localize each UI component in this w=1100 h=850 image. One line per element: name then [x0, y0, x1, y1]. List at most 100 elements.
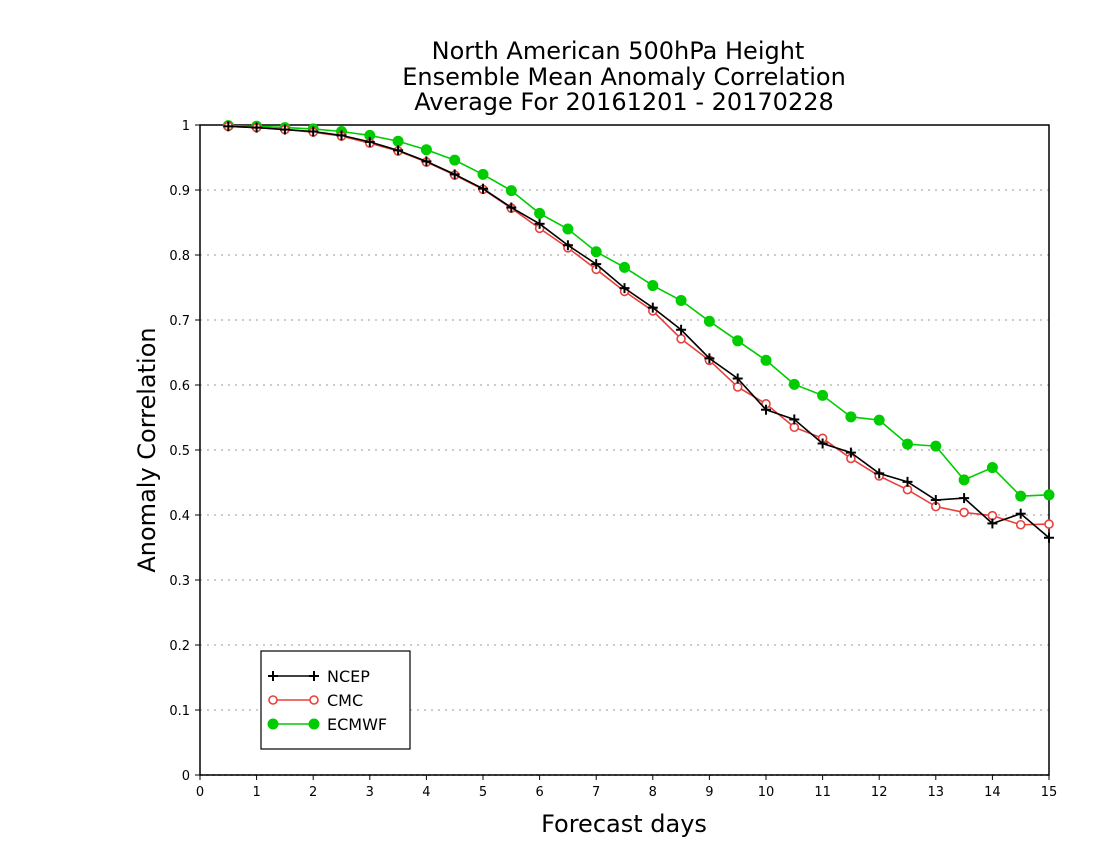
data-point-ecmwf	[477, 168, 489, 180]
data-point-ncep	[223, 121, 234, 132]
data-point-ecmwf	[675, 295, 687, 306]
y-tick-label: 0.2	[169, 639, 190, 654]
data-point-ncep	[279, 124, 290, 135]
series-line-cmc	[228, 125, 1050, 526]
data-point-ecmwf	[449, 154, 461, 166]
x-tick-label: 10	[758, 785, 775, 800]
data-point-cmc	[676, 334, 686, 344]
data-point-ncep	[845, 447, 856, 458]
data-point-ncep	[251, 122, 262, 133]
data-point-ncep	[449, 169, 460, 180]
y-tick-label: 0.7	[169, 314, 190, 329]
series-ncep	[223, 121, 1054, 543]
data-point-ecmwf	[788, 378, 800, 390]
legend-marker	[309, 671, 319, 681]
data-point-ecmwf	[902, 438, 913, 450]
data-point-ecmwf	[703, 315, 715, 327]
data-point-ncep	[619, 283, 630, 294]
x-tick-label: 7	[592, 785, 600, 800]
title-line-2: Ensemble Mean Anomaly Correlation	[402, 63, 846, 91]
legend-marker	[308, 718, 320, 730]
data-point-ecmwf	[817, 389, 829, 401]
legend-item-ecmwf: ECMWF	[267, 715, 387, 734]
x-tick-label: 3	[366, 785, 374, 800]
x-tick-label: 5	[479, 785, 487, 800]
data-point-ncep	[817, 438, 828, 449]
data-point-ncep	[562, 240, 573, 251]
data-point-ncep	[506, 202, 517, 213]
data-point-ecmwf	[845, 411, 857, 423]
y-tick-label: 0.1	[169, 704, 190, 719]
data-point-ncep	[704, 353, 715, 364]
x-tick-label: 11	[814, 785, 831, 800]
y-axis-label: Anomaly Correlation	[133, 327, 161, 572]
data-point-ecmwf	[760, 354, 772, 366]
legend-item-cmc: CMC	[268, 691, 363, 710]
data-point-ncep	[364, 136, 375, 147]
data-point-ecmwf	[732, 335, 744, 347]
data-point-ncep	[647, 302, 658, 313]
legend-marker	[267, 718, 279, 730]
x-tick-label: 2	[309, 785, 317, 800]
data-point-ncep	[930, 495, 941, 506]
y-tick-label: 0.4	[169, 509, 190, 524]
data-point-ecmwf	[619, 261, 630, 273]
data-point-cmc	[732, 382, 743, 392]
y-tick-label: 0.5	[169, 444, 190, 459]
legend-label: CMC	[327, 691, 363, 710]
y-tick-label: 1	[182, 119, 190, 134]
data-point-ecmwf	[590, 246, 602, 258]
series-line-ecmwf	[228, 124, 1050, 497]
data-point-ecmwf	[392, 135, 404, 147]
series-layer	[222, 120, 1055, 543]
data-point-ncep	[421, 156, 432, 167]
series-line-ncep	[228, 125, 1050, 539]
data-point-ncep	[478, 183, 488, 194]
y-tick-label: 0.8	[169, 249, 190, 264]
x-tick-label: 9	[705, 785, 713, 800]
data-point-cmc	[1044, 519, 1054, 529]
data-point-ncep	[336, 130, 347, 141]
data-point-ncep	[393, 145, 404, 156]
data-point-ncep	[874, 468, 885, 479]
legend-label: NCEP	[327, 667, 370, 686]
data-point-ncep	[959, 493, 970, 504]
data-point-ncep	[534, 218, 545, 229]
data-point-ecmwf	[986, 462, 998, 474]
title-line-3: Average For 20161201 - 20170228	[414, 88, 834, 116]
data-point-ncep	[761, 404, 771, 415]
data-point-ecmwf	[873, 414, 885, 426]
y-tick-label: 0.3	[169, 574, 190, 589]
data-point-ncep	[591, 259, 602, 270]
legend-marker	[268, 695, 278, 705]
x-axis-label: Forecast days	[541, 810, 707, 838]
legend-items: NCEP CMC ECMWF	[267, 667, 387, 734]
data-point-ncep	[902, 476, 913, 487]
data-point-ecmwf	[562, 223, 574, 235]
legend-item-ncep: NCEP	[268, 667, 370, 686]
data-point-cmc	[1015, 519, 1026, 530]
data-point-ecmwf	[1015, 490, 1027, 502]
data-point-ncep	[987, 518, 998, 529]
data-point-ncep	[789, 414, 800, 425]
data-point-ncep	[676, 324, 687, 335]
x-tick-label: 15	[1041, 785, 1058, 800]
y-tick-label: 0.6	[169, 379, 190, 394]
data-point-ecmwf	[1043, 489, 1055, 501]
x-tick-label: 6	[535, 785, 543, 800]
axis-ticks: 00.10.20.30.40.50.60.70.80.910 1 2 3 4 5 6 7 8 9 1…	[169, 119, 1057, 800]
chart-title: North American 500hPa Height Ensemble Me…	[402, 37, 846, 116]
y-tick-label: 0	[182, 769, 190, 784]
series-cmc	[223, 121, 1054, 530]
data-point-ncep	[1015, 508, 1026, 519]
data-point-ncep	[1044, 532, 1054, 543]
title-line-1: North American 500hPa Height	[432, 37, 805, 65]
x-tick-label: 12	[871, 785, 888, 800]
legend-label: ECMWF	[327, 715, 387, 734]
x-tick-label: 0	[196, 785, 204, 800]
data-point-ecmwf	[647, 280, 659, 292]
grid-lines	[200, 189, 1049, 776]
data-point-ncep	[732, 373, 743, 384]
data-point-ecmwf	[420, 144, 432, 156]
